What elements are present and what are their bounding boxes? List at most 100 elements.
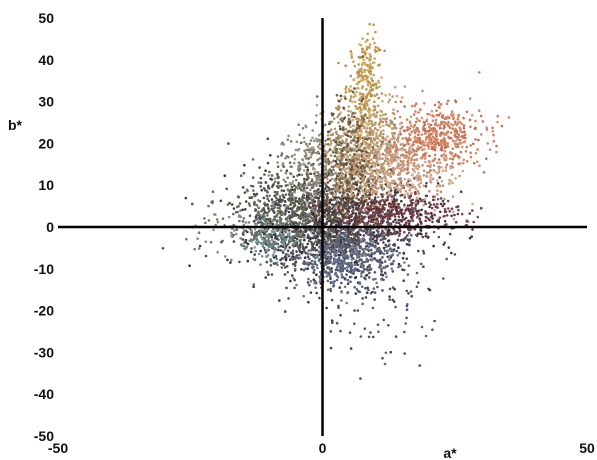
scatter-point (256, 232, 260, 236)
scatter-point (477, 109, 481, 112)
scatter-point (434, 123, 437, 126)
scatter-point (328, 237, 332, 241)
scatter-point (307, 261, 311, 265)
scatter-point (420, 116, 424, 120)
scatter-point (354, 212, 358, 215)
scatter-point (370, 77, 373, 80)
scatter-point (459, 150, 463, 154)
scatter-point (402, 279, 406, 283)
scatter-point (294, 257, 297, 261)
scatter-point (263, 173, 266, 176)
scatter-point (261, 245, 265, 248)
scatter-point (161, 247, 165, 250)
scatter-point (393, 186, 396, 190)
scatter-point (381, 233, 385, 237)
scatter-point (413, 131, 417, 135)
scatter-point (248, 239, 252, 243)
scatter-point (383, 168, 387, 172)
scatter-point (391, 133, 395, 137)
scatter-point (316, 192, 319, 196)
scatter-point (397, 215, 401, 219)
scatter-point (429, 203, 433, 207)
scatter-point (439, 161, 442, 164)
scatter-point (337, 256, 341, 260)
scatter-point (358, 269, 361, 273)
scatter-point (360, 188, 363, 191)
scatter-point (299, 235, 303, 238)
scatter-point (366, 232, 369, 236)
scatter-point (326, 134, 330, 137)
scatter-point (273, 236, 277, 240)
scatter-point (279, 229, 282, 232)
scatter-point (242, 223, 246, 227)
scatter-point (302, 216, 305, 220)
scatter-point (362, 239, 365, 243)
scatter-point (374, 30, 377, 34)
scatter-point (368, 112, 371, 116)
scatter-point (341, 275, 345, 279)
scatter-point (464, 136, 467, 140)
scatter-point (334, 245, 337, 249)
scatter-point (408, 132, 411, 136)
scatter-point (276, 192, 279, 196)
scatter-point (333, 117, 336, 120)
scatter-point (345, 237, 349, 240)
scatter-point (326, 181, 330, 184)
scatter-point (304, 223, 308, 226)
scatter-point (296, 174, 299, 177)
scatter-point (391, 95, 394, 98)
scatter-point (255, 223, 258, 227)
scatter-point (259, 185, 263, 188)
scatter-point (376, 285, 379, 289)
scatter-point (289, 203, 292, 206)
scatter-point (349, 266, 353, 270)
scatter-point (375, 86, 378, 90)
scatter-point (327, 211, 330, 215)
scatter-point (238, 202, 242, 205)
scatter-point (230, 258, 233, 262)
scatter-point (451, 157, 455, 161)
scatter-point (342, 162, 346, 166)
scatter-point (407, 264, 411, 268)
scatter-point (405, 118, 409, 121)
scatter-point (280, 262, 283, 265)
scatter-point (252, 283, 256, 287)
scatter-point (458, 126, 461, 129)
scatter-point (439, 197, 443, 200)
scatter-point (253, 253, 256, 256)
scatter-point (399, 147, 402, 151)
scatter-point (375, 235, 379, 239)
scatter-point (405, 181, 409, 185)
scatter-point (337, 108, 340, 111)
scatter-point (346, 150, 350, 154)
scatter-point (347, 120, 350, 123)
scatter-point (332, 217, 336, 220)
scatter-point (236, 210, 239, 214)
scatter-point (345, 269, 349, 272)
scatter-point (366, 269, 370, 272)
scatter-point (486, 142, 490, 145)
scatter-point (272, 182, 276, 186)
scatter-point (364, 121, 368, 124)
scatter-point (356, 117, 359, 120)
scatter-point (422, 184, 426, 187)
scatter-point (365, 194, 369, 197)
scatter-point (432, 198, 435, 202)
scatter-point (259, 214, 263, 217)
scatter-point (447, 120, 450, 124)
scatter-point (316, 240, 320, 244)
scatter-point (283, 310, 287, 313)
scatter-point (289, 279, 292, 283)
scatter-point (254, 249, 258, 253)
scatter-point (326, 137, 330, 141)
scatter-point (271, 230, 274, 234)
scatter-point (308, 212, 311, 216)
scatter-point (428, 190, 431, 193)
scatter-point (416, 167, 420, 171)
scatter-point (367, 80, 370, 84)
scatter-point (334, 151, 338, 154)
scatter-point (359, 201, 362, 204)
scatter-point (351, 193, 355, 197)
scatter-point (432, 129, 435, 133)
scatter-point (357, 156, 361, 160)
